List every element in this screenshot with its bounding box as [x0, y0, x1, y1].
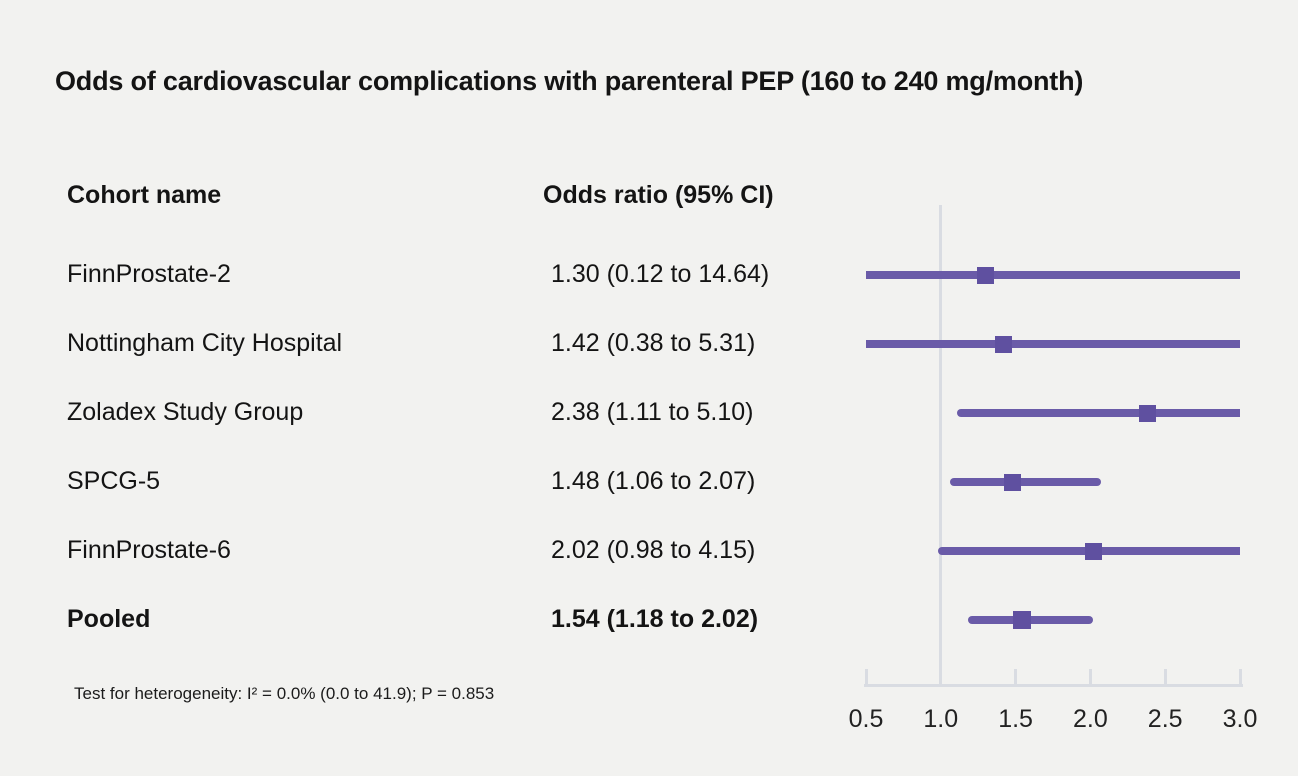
- x-axis-tick: [864, 669, 868, 687]
- or-marker: [995, 335, 1013, 353]
- odds-ratio-value: 2.02 (0.98 to 4.15): [551, 536, 756, 564]
- chart-title: Odds of cardiovascular complications wit…: [55, 66, 1084, 96]
- ci-line: [866, 271, 1240, 279]
- cohort-name: FinnProstate-2: [67, 260, 231, 288]
- or-marker: [1084, 542, 1102, 560]
- x-axis-tick: [1238, 669, 1242, 687]
- odds-ratio-value: 1.42 (0.38 to 5.31): [551, 329, 756, 357]
- cohort-name-pooled: Pooled: [67, 605, 151, 633]
- x-axis-tick: [1163, 669, 1167, 687]
- reference-line: [939, 205, 943, 687]
- odds-ratio-value: 1.54 (1.18 to 2.02): [551, 605, 759, 633]
- x-axis-tick: [939, 669, 943, 687]
- ci-line: [949, 478, 1101, 486]
- cohort-name: SPCG-5: [67, 467, 161, 495]
- ci-line: [957, 409, 1240, 417]
- x-axis-tick-label: 2.0: [1073, 705, 1108, 733]
- column-header-cohort-name: Cohort name: [67, 181, 222, 209]
- x-axis-tick-label: 0.5: [848, 705, 884, 733]
- odds-ratio-value: 1.30 (0.12 to 14.64): [551, 260, 770, 288]
- x-axis: [864, 684, 1243, 687]
- cohort-name: Zoladex Study Group: [67, 398, 304, 426]
- x-axis-tick: [1088, 669, 1092, 687]
- x-axis-tick-label: 2.5: [1147, 705, 1183, 733]
- x-axis-tick-label: 3.0: [1222, 705, 1258, 733]
- odds-ratio-value: 1.48 (1.06 to 2.07): [551, 467, 756, 495]
- or-marker: [977, 266, 995, 284]
- odds-ratio-value: 2.38 (1.11 to 5.10): [551, 398, 754, 426]
- or-marker: [1138, 404, 1156, 422]
- cohort-name: Nottingham City Hospital: [67, 329, 343, 357]
- x-axis-tick-label: 1.5: [998, 705, 1033, 733]
- or-marker: [1004, 473, 1022, 491]
- ci-line: [866, 340, 1240, 348]
- column-header-odds-ratio: Odds ratio (95% CI): [543, 181, 774, 209]
- x-axis-tick-label: 1.0: [923, 705, 959, 733]
- pooled-or-marker: [1012, 611, 1031, 629]
- x-axis-tick: [1014, 669, 1018, 687]
- cohort-name: FinnProstate-6: [67, 536, 231, 564]
- heterogeneity-footnote: Test for heterogeneity: I² = 0.0% (0.0 t…: [74, 684, 495, 703]
